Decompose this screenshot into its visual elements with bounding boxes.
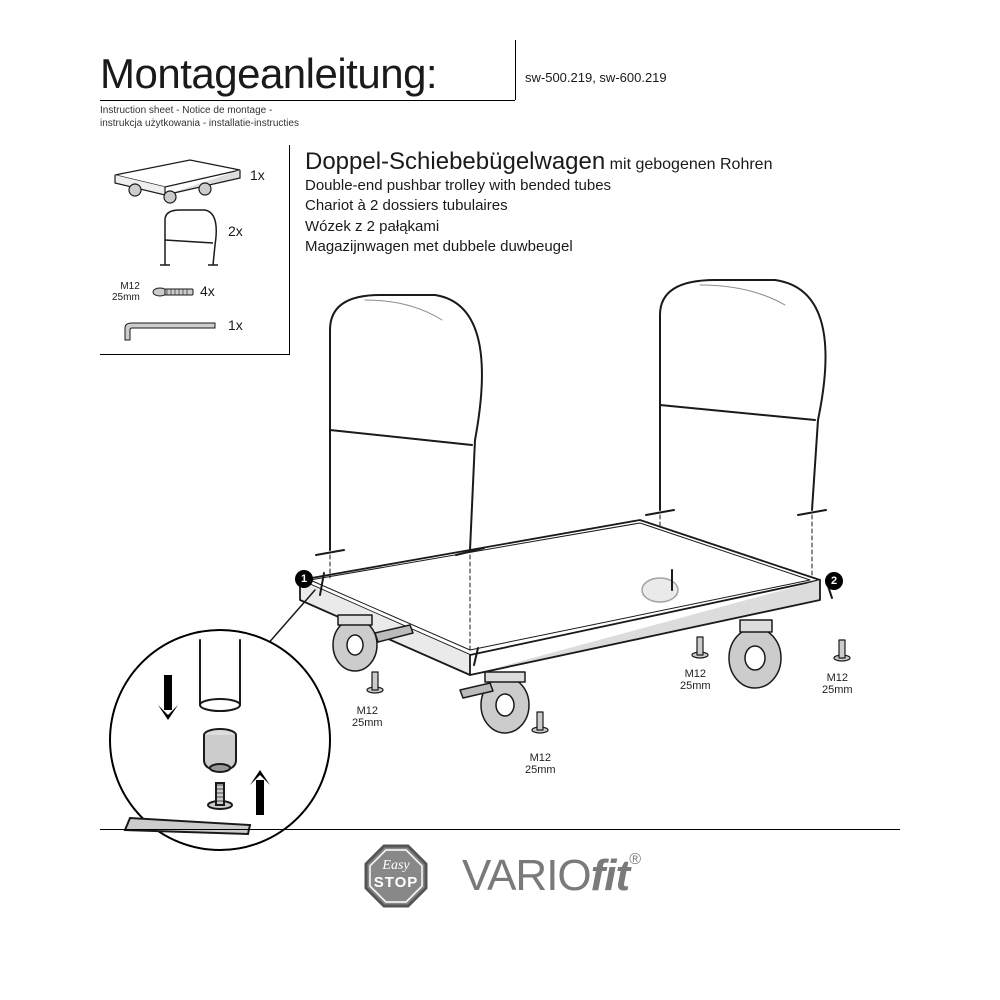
screw-label-2: M1225mm [525,752,556,776]
detail-closeup-drawing [100,620,340,860]
product-translation-fr: Chariot à 2 dossiers tubulaires [305,196,865,216]
bolt-spec-label: M12 25mm [112,281,140,303]
footer-divider [100,829,900,830]
header-vertical-divider [515,40,516,100]
platform-qty: 1x [250,167,265,183]
product-translation-nl: Magazijnwagen met dubbele duwbeugel [305,237,865,257]
product-title: Doppel-Schiebebügelwagen mit gebogenen R… [305,148,865,176]
page-title: Montageanleitung: [100,50,437,98]
easystop-logo: Easy STOP [360,840,432,912]
easystop-text-bottom: STOP [360,874,432,891]
model-numbers: sw-500.219, sw-600.219 [525,70,667,85]
footer-logos: Easy STOP VARIOfit® [100,829,900,912]
subtitle-translations: Instruction sheet - Notice de montage - … [100,104,299,130]
handle-qty: 2x [228,223,243,239]
screw-label-3: M1225mm [680,668,711,692]
easystop-text-top: Easy [360,858,432,874]
screw-label-4: M1225mm [822,672,853,696]
subtitle-line1: Instruction sheet - Notice de montage - [100,104,299,117]
product-translation-en: Double-end pushbar trolley with bended t… [305,176,865,196]
bolt-qty: 4x [200,283,215,299]
variofit-logo: VARIOfit® [462,851,640,901]
product-title-block: Doppel-Schiebebügelwagen mit gebogenen R… [305,148,865,257]
step-badge-2: 2 [825,572,843,590]
subtitle-line2: instrukcja użytkowania - installatie-ins… [100,117,299,130]
header-horizontal-divider [100,100,515,101]
product-translation-pl: Wózek z 2 pałąkami [305,217,865,237]
step-badge-1: 1 [295,570,313,588]
screw-label-1: M1225mm [352,705,383,729]
